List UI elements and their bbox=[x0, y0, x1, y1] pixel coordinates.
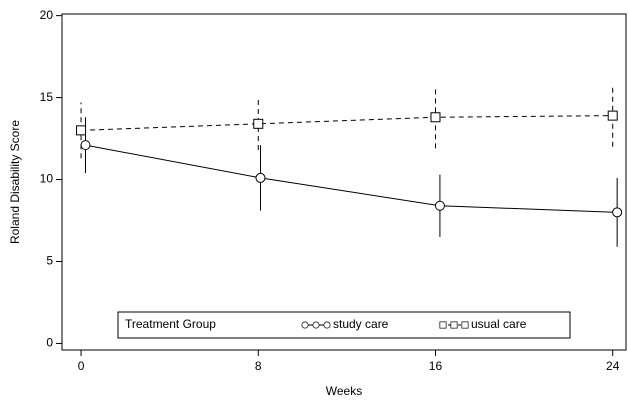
x-tick-label: 0 bbox=[78, 359, 85, 373]
data-point bbox=[76, 125, 87, 136]
data-point bbox=[434, 200, 445, 211]
legend-marker bbox=[312, 321, 320, 329]
data-point bbox=[253, 118, 264, 129]
y-tick-label: 5 bbox=[46, 254, 53, 268]
x-tick-label: 16 bbox=[429, 359, 443, 373]
legend-marker bbox=[323, 321, 331, 329]
y-axis-label: Roland Disability Score bbox=[8, 120, 22, 244]
y-tick-label: 10 bbox=[40, 172, 54, 186]
data-point bbox=[80, 140, 91, 151]
legend-label: usual care bbox=[471, 317, 527, 331]
legend-marker bbox=[301, 321, 309, 329]
data-point bbox=[430, 112, 441, 123]
series-line bbox=[81, 115, 613, 131]
legend-marker bbox=[461, 321, 469, 329]
legend-marker bbox=[439, 321, 447, 329]
y-tick-label: 15 bbox=[40, 90, 54, 104]
legend-marker bbox=[450, 321, 458, 329]
data-point bbox=[255, 172, 266, 183]
legend-box bbox=[117, 311, 571, 339]
x-tick-label: 24 bbox=[606, 359, 620, 373]
x-axis-label: Weeks bbox=[326, 384, 362, 398]
legend-title: Treatment Group bbox=[125, 317, 216, 331]
series-line bbox=[85, 144, 618, 213]
y-tick-label: 20 bbox=[40, 8, 54, 22]
data-point bbox=[612, 207, 623, 218]
legend-label: study care bbox=[333, 317, 389, 331]
y-tick-label: 0 bbox=[46, 336, 53, 350]
plot-frame bbox=[61, 13, 627, 351]
data-point bbox=[607, 110, 618, 121]
x-tick-label: 8 bbox=[255, 359, 262, 373]
